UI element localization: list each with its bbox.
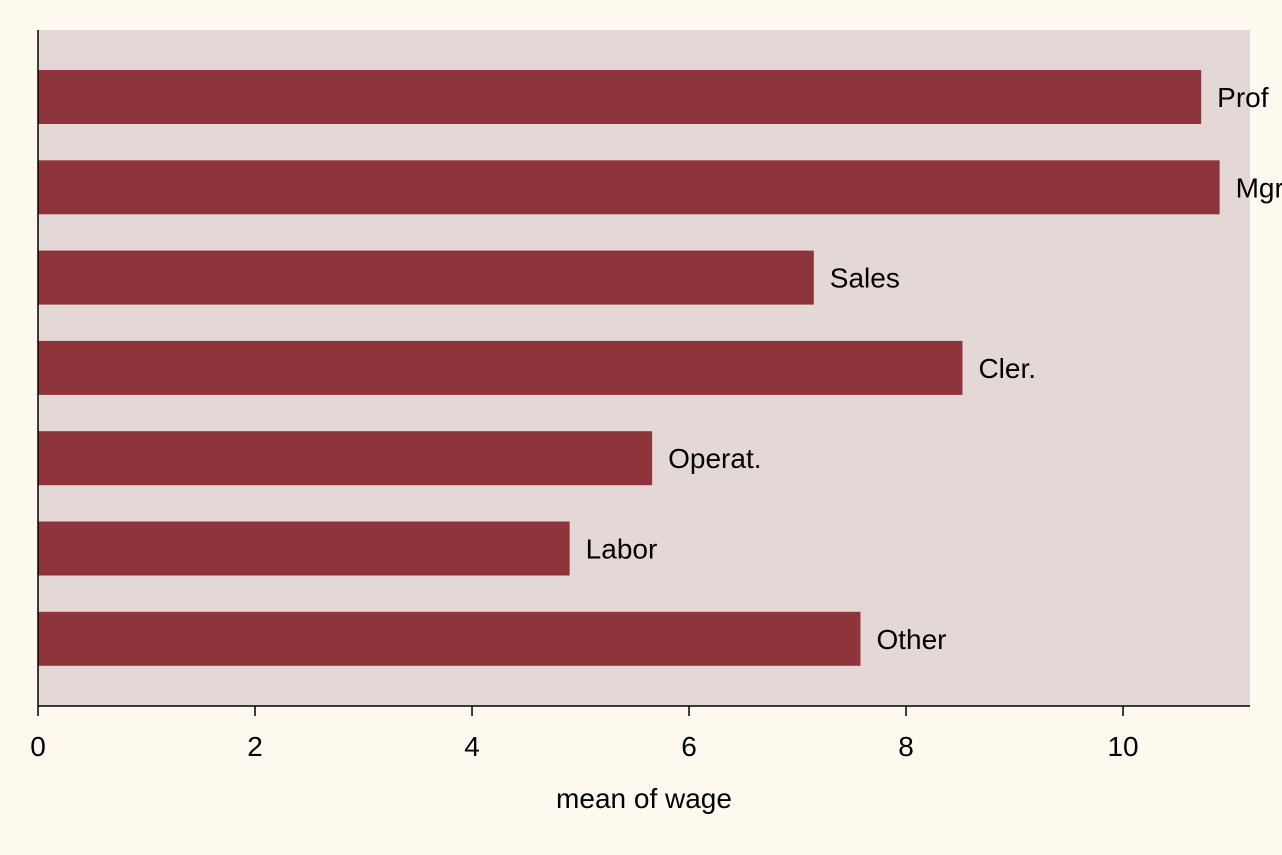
x-ticks-layer: 0 2 4 6 8 10	[30, 706, 1139, 762]
x-tick-label: 2	[247, 731, 263, 762]
bar-cler	[38, 340, 963, 395]
bar-label: Other	[876, 624, 946, 655]
x-tick-label: 6	[681, 731, 697, 762]
x-tick-label: 10	[1107, 731, 1138, 762]
bar-other	[38, 611, 861, 666]
bar-label: Sales	[830, 263, 900, 294]
bar-label: Operat.	[668, 443, 761, 474]
bar-labor	[38, 521, 570, 576]
bar-label: Labor	[586, 534, 658, 565]
x-axis-title: mean of wage	[556, 783, 732, 814]
bar-label: Mgr	[1236, 172, 1282, 203]
bar-prof	[38, 70, 1202, 124]
x-tick-label: 8	[898, 731, 914, 762]
bar-label: Cler.	[978, 353, 1036, 384]
x-tick-label: 4	[464, 731, 480, 762]
bar-label: Prof	[1217, 82, 1269, 113]
x-tick-label: 0	[30, 731, 46, 762]
bar-operat	[38, 431, 653, 486]
bar-mgr	[38, 160, 1220, 215]
bars-layer	[38, 70, 1220, 666]
bar-sales	[38, 250, 814, 305]
bar-labels-layer: Prof Mgr Sales Cler. Operat. Labor Other	[586, 82, 1282, 655]
